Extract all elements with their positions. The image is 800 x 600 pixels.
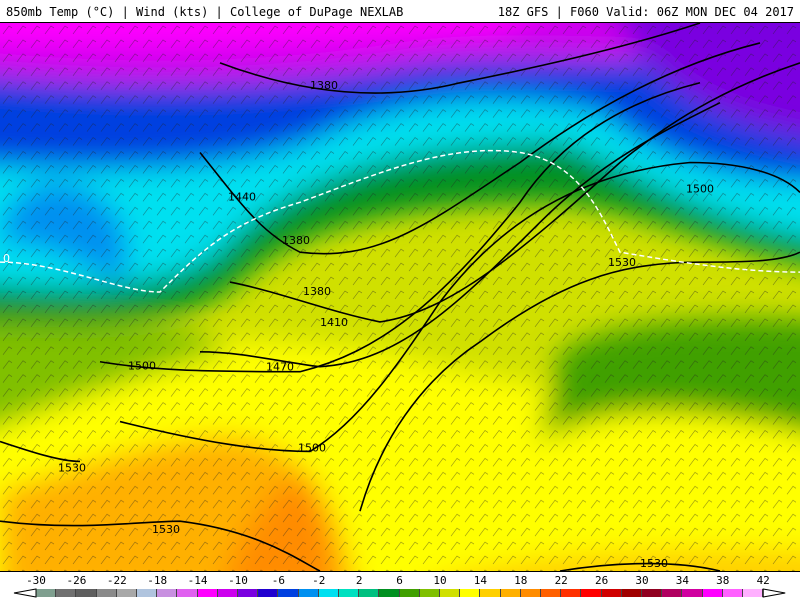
wind-barbs (0, 23, 800, 571)
color-swatch (197, 589, 218, 597)
header: 850mb Temp (°C) | Wind (kts) | College o… (0, 0, 800, 22)
color-scale-label: 38 (716, 574, 730, 587)
temperature-map: 1380 1440 1380 1380 1410 1470 1500 1500 … (0, 22, 800, 572)
color-swatch (480, 589, 501, 597)
color-swatch (419, 589, 440, 597)
color-swatch (359, 589, 380, 597)
color-scale-arrows (13, 588, 786, 598)
color-scale-label: 14 (473, 574, 488, 587)
color-swatch (642, 589, 663, 597)
contour-label: 1530 (152, 523, 180, 536)
map-title: 850mb Temp (°C) | Wind (kts) | College o… (6, 5, 404, 19)
model-run-valid-time: 18Z GFS | F060 Valid: 06Z MON DEC 04 201… (497, 5, 794, 19)
color-swatch (601, 589, 622, 597)
color-swatch (460, 589, 481, 597)
color-swatch (379, 589, 400, 597)
color-swatch (177, 589, 198, 597)
color-scale-label: -26 (66, 574, 87, 587)
color-swatch (339, 589, 360, 597)
color-swatch (157, 589, 178, 597)
color-swatch (702, 589, 723, 597)
color-swatch (662, 589, 683, 597)
contour-label: 1500 (128, 360, 156, 373)
color-swatch (682, 589, 703, 597)
color-scale-label: -30 (26, 574, 46, 587)
color-swatch (561, 589, 582, 597)
color-scale-label: -14 (187, 574, 208, 587)
color-scale-label: -22 (106, 574, 127, 587)
color-swatch (298, 589, 319, 597)
color-swatch (137, 589, 158, 597)
color-scale-label: -10 (228, 574, 248, 587)
contour-label: 1440 (228, 190, 256, 203)
color-scale-label: 22 (554, 574, 568, 587)
color-swatch (621, 589, 642, 597)
color-swatch (581, 589, 602, 597)
contour-label: 1530 (58, 461, 86, 474)
contour-label: 1470 (266, 361, 294, 374)
color-scale-label: 2 (355, 574, 363, 587)
color-swatch (56, 589, 77, 597)
color-scale-label: 6 (396, 574, 403, 587)
color-swatch (318, 589, 339, 597)
color-swatch (743, 589, 764, 597)
color-swatch (36, 589, 57, 597)
freezing-line-label: 0 (3, 252, 10, 265)
color-scale-label: 26 (594, 574, 609, 587)
contour-label: 1380 (310, 79, 338, 92)
color-scale-label: -18 (147, 574, 168, 587)
contour-label: 1380 (282, 234, 310, 247)
contour-label: 1410 (320, 316, 348, 329)
color-scale-label: -2 (312, 574, 326, 587)
contour-label: 1530 (608, 256, 636, 269)
contour-label: 1530 (640, 557, 668, 570)
contour-label: 1500 (298, 441, 326, 454)
color-swatch (116, 589, 137, 597)
color-scale-label: -6 (271, 574, 286, 587)
color-swatch (500, 589, 521, 597)
color-scale-label: 42 (756, 574, 770, 587)
contour-label: 1380 (303, 285, 331, 298)
color-scale-label: 34 (675, 574, 690, 587)
color-swatch (278, 589, 299, 597)
color-swatch (399, 589, 420, 597)
color-swatch (440, 589, 461, 597)
contour-labels: 1380 1440 1380 1380 1410 1470 1500 1500 … (3, 79, 714, 570)
color-swatch (217, 589, 238, 597)
color-scale: -30 -26 -22 -18 -14 -10 -6 -2 2 6 10 14 18 22 26 30 34 38… (0, 572, 800, 600)
color-swatch (722, 589, 743, 597)
color-swatch (520, 589, 541, 597)
color-swatch (258, 589, 279, 597)
color-scale-label: 10 (433, 574, 447, 587)
contour-label: 1500 (686, 182, 714, 195)
color-swatch (541, 589, 562, 597)
color-swatch (76, 589, 97, 597)
color-scale-label: 30 (635, 574, 649, 587)
freezing-line (0, 149, 800, 293)
height-contours (0, 23, 800, 571)
color-swatch (238, 589, 259, 597)
color-scale-label: 18 (514, 574, 528, 587)
color-swatch (96, 589, 117, 597)
